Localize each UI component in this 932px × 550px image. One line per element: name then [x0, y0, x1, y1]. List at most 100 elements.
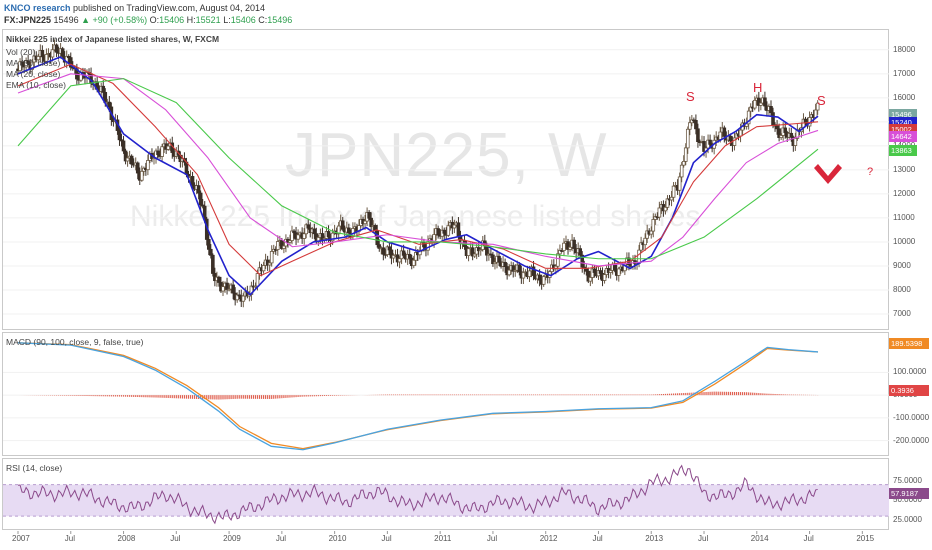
candle-body: [651, 219, 656, 232]
price-tick-label: 11000: [893, 212, 915, 222]
candle-body: [722, 127, 727, 137]
candle-body: [211, 254, 215, 274]
macd-tick-label: -200.0000: [893, 435, 930, 445]
candle-body: [637, 249, 641, 264]
candle-body: [385, 246, 390, 255]
candle-body: [198, 192, 203, 206]
candle-body: [558, 250, 562, 255]
candle-body: [456, 222, 461, 237]
candle-body: [107, 101, 112, 108]
candle-body: [763, 97, 767, 107]
right-shoulder-label: S: [817, 93, 826, 108]
candle-body: [280, 240, 284, 249]
up-arrow-icon: ▲: [81, 15, 91, 25]
candle-body: [478, 249, 483, 252]
publication-line: KNCO research published on TradingView.c…: [4, 3, 265, 13]
candle-body: [744, 123, 749, 127]
legend-ema10: EMA (10, close): [6, 80, 66, 90]
price-tick-label: 10000: [893, 236, 916, 246]
price-axis[interactable]: 7000800090001000011000120001300014000150…: [889, 0, 932, 550]
candle-body: [694, 120, 698, 130]
ma50-badge: 14642: [889, 131, 917, 142]
candle-body: [121, 140, 126, 152]
candle-body: [556, 253, 560, 267]
macd-tick-label: -100.0000: [893, 412, 930, 422]
candle-body: [537, 274, 542, 281]
macd-pane[interactable]: [2, 332, 889, 456]
x-tick-label: 2011: [434, 534, 452, 543]
candle-body: [292, 230, 296, 234]
candle-body: [708, 139, 712, 145]
x-tick-label: Jul: [698, 534, 709, 543]
hist-badge: 0.3936: [889, 385, 929, 396]
x-tick-label: Jul: [170, 534, 181, 543]
close-value: 15496: [267, 15, 293, 25]
candle-body: [598, 270, 603, 274]
candle-body: [235, 294, 240, 301]
candle-body: [20, 61, 24, 66]
last-price: 15496: [53, 15, 79, 25]
candle-body: [769, 106, 773, 114]
candle-body: [757, 97, 761, 106]
candle-body: [645, 230, 649, 239]
candle-body: [217, 276, 221, 283]
left-shoulder-label: S: [686, 89, 695, 104]
candle-body: [316, 237, 321, 243]
candle-body: [60, 48, 65, 57]
x-tick-label: 2010: [328, 534, 347, 543]
head-label: H: [753, 80, 763, 95]
x-tick-label: Jul: [592, 534, 603, 543]
x-tick-label: Jul: [803, 534, 814, 543]
open-value: 15406: [159, 15, 185, 25]
candle-body: [590, 268, 595, 278]
candle-body: [340, 220, 345, 230]
candle-body: [616, 268, 621, 276]
symbol-label: FX:JPN225: [4, 15, 52, 25]
candle-body: [789, 132, 794, 138]
x-tick-label: 2008: [117, 534, 136, 543]
candle-body: [401, 250, 406, 256]
candle-body: [44, 53, 49, 62]
candle-body: [304, 224, 309, 235]
candle-body: [639, 242, 643, 251]
ma20-badge: 15002: [889, 124, 917, 135]
macd-badge: 189.5398: [889, 338, 929, 349]
candle-body: [568, 246, 572, 250]
watermark-name: Nikkei 225 Index of Japanese listed shar…: [130, 200, 701, 233]
low-label: L:: [223, 15, 231, 25]
candle-body: [125, 157, 130, 162]
candle-body: [688, 122, 692, 130]
candle-body: [18, 61, 22, 72]
price-pane[interactable]: [2, 29, 889, 330]
candle-body: [690, 119, 694, 124]
rsi-legend: RSI (14, close): [6, 463, 63, 473]
candle-body: [206, 239, 211, 250]
ema10-badge: 15240: [889, 117, 917, 128]
high-value: 15521: [195, 15, 221, 25]
candle-body: [527, 270, 532, 278]
candle-body: [777, 128, 781, 138]
price-tick-label: 9000: [893, 260, 911, 270]
price-badge: 15496: [889, 109, 917, 120]
candle-body: [803, 118, 808, 124]
candle-body: [129, 155, 134, 165]
candle-body: [407, 253, 412, 259]
candle-body: [493, 261, 497, 265]
x-tick-label: Jul: [64, 534, 75, 543]
ema10-line: [17, 56, 819, 296]
candle-body: [422, 242, 426, 248]
macd-line: [17, 342, 819, 451]
candle-body: [202, 205, 207, 220]
candle-body: [491, 254, 495, 265]
candle-body: [541, 276, 546, 285]
candle-body: [608, 270, 613, 273]
candle-body: [696, 128, 700, 143]
candle-body: [290, 230, 294, 241]
author-name[interactable]: KNCO research: [4, 3, 71, 13]
candle-body: [466, 248, 471, 256]
price-change: +90 (+0.58%): [92, 15, 148, 25]
x-tick-label: 2009: [223, 534, 241, 543]
candle-body: [269, 251, 274, 264]
candle-body: [728, 135, 733, 142]
